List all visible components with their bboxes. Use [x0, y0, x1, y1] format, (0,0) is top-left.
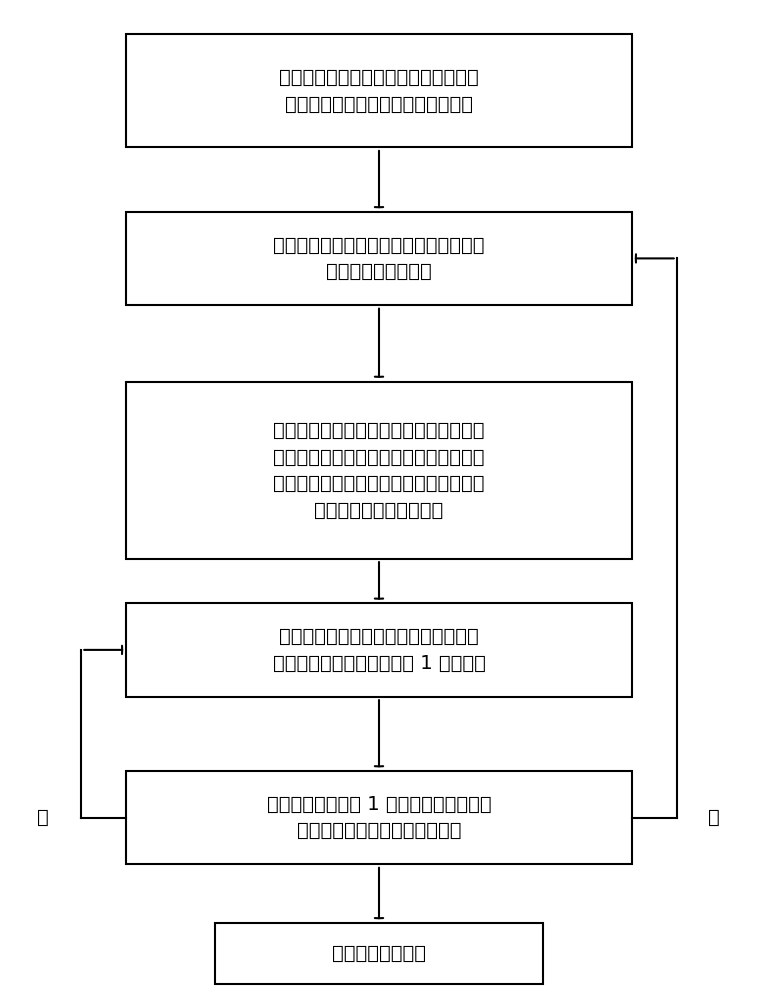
- Text: 当检测到偏航动作时，对润滑时间进行累
积，停止润滑间隔时间的累积；当偏航系
统未动作时，对润滑间隔时间进行累积，
停止对润滑时间的累积；: 当检测到偏航动作时，对润滑时间进行累 积，停止润滑间隔时间的累积；当偏航系 统未…: [273, 421, 485, 520]
- Text: 结束强制进行润滑 1 个周期后，判断润滑
时间是否达到了固定润滑时间；: 结束强制进行润滑 1 个周期后，判断润滑 时间是否达到了固定润滑时间；: [267, 795, 491, 840]
- FancyBboxPatch shape: [126, 212, 632, 305]
- Text: 机组上电后，初始化偏航系统的润滑时
间、润滑间隔时间及固定润滑时间；: 机组上电后，初始化偏航系统的润滑时 间、润滑间隔时间及固定润滑时间；: [279, 68, 479, 114]
- Text: 根据机组的温度反馈，对润滑时间和润滑
间隔时间进行修正；: 根据机组的温度反馈，对润滑时间和润滑 间隔时间进行修正；: [273, 236, 485, 281]
- FancyBboxPatch shape: [126, 603, 632, 697]
- Text: 否: 否: [37, 808, 49, 827]
- Text: 是: 是: [708, 808, 720, 827]
- FancyBboxPatch shape: [126, 771, 632, 864]
- FancyBboxPatch shape: [215, 923, 543, 984]
- Text: 机组停止工作为止: 机组停止工作为止: [332, 944, 426, 963]
- Text: 当检测一定时间内的润滑时间不足固定
润滑时间时，强制进行润滑 1 个周期；: 当检测一定时间内的润滑时间不足固定 润滑时间时，强制进行润滑 1 个周期；: [273, 627, 485, 673]
- FancyBboxPatch shape: [126, 34, 632, 147]
- FancyBboxPatch shape: [126, 382, 632, 559]
